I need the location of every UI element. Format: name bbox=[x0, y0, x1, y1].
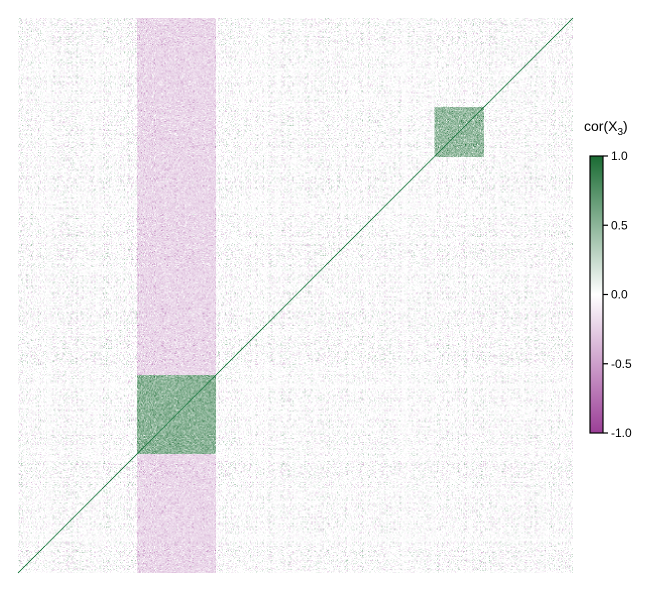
colorbar-tick-label: 1.0 bbox=[611, 149, 628, 163]
colorbar-tick-label: -0.5 bbox=[611, 357, 632, 371]
colorbar-tick-label: -1.0 bbox=[611, 426, 632, 440]
diagonal-line bbox=[17, 17, 574, 574]
colorbar-ticks: 1.0 0.5 0.0 -0.5 -1.0 bbox=[603, 149, 632, 440]
colorbar-legend: cor(X3) 1.0 0.5 0.0 -0.5 -1.0 bbox=[584, 118, 632, 440]
heatmap-panel bbox=[17, 17, 574, 574]
legend-title: cor(X3) bbox=[584, 118, 628, 138]
colorbar-tick-label: 0.5 bbox=[611, 218, 628, 232]
colorbar bbox=[589, 155, 604, 434]
colorbar-tick-label: 0.0 bbox=[611, 288, 628, 302]
